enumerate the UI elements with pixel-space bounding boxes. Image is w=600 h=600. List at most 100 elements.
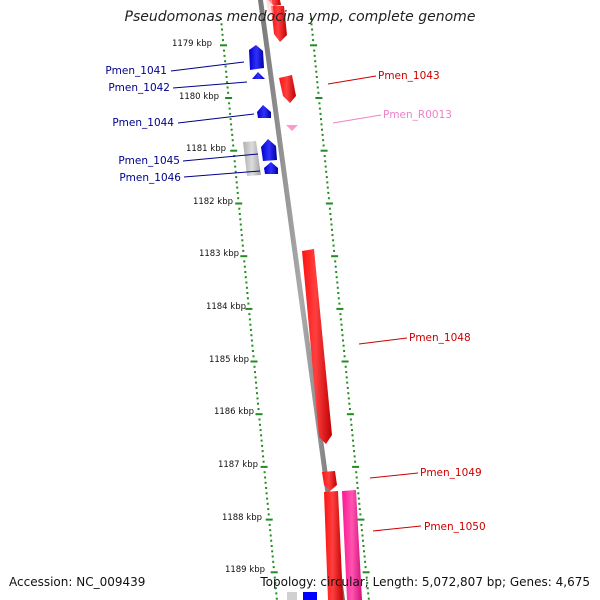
tick-mark-right	[315, 97, 323, 99]
gene-label-pmen-1045[interactable]: Pmen_1045	[118, 155, 180, 167]
tick-mark-left	[243, 260, 246, 263]
tick-mark-left	[251, 344, 254, 347]
tick-mark-right	[352, 444, 355, 447]
tick-mark-left	[224, 60, 227, 63]
gene-label-pmen-1049[interactable]: Pmen_1049	[420, 467, 482, 479]
gene-label-pmen-1048[interactable]: Pmen_1048	[409, 332, 471, 344]
tick-mark-right	[316, 81, 319, 84]
tick-label: 1181 kbp	[186, 144, 226, 154]
tick-mark-right	[338, 302, 341, 305]
gene-label-pmen-1042[interactable]: Pmen_1042	[108, 82, 170, 94]
tick-mark-right	[334, 260, 337, 263]
tick-mark-right	[345, 376, 348, 379]
tick-mark-right	[322, 139, 325, 142]
tick-mark-right	[353, 450, 356, 453]
gene-pmen-1050-b[interactable]	[342, 490, 362, 600]
tick-mark-left	[251, 350, 254, 352]
gene-label-pmen-1043[interactable]: Pmen_1043	[378, 70, 440, 82]
gene-pmen-1045[interactable]	[261, 139, 277, 161]
tick-mark-right	[366, 581, 369, 584]
bottom-grey-gene	[287, 592, 297, 600]
tick-mark-right	[322, 144, 325, 147]
gene-pmen-1045-grey[interactable]	[243, 141, 261, 176]
tick-mark-left	[247, 302, 250, 305]
gene-top-pale[interactable]	[266, 0, 274, 16]
tick-mark-left	[260, 434, 263, 437]
tick-mark-right	[330, 223, 333, 226]
tick-track-right	[310, 18, 370, 600]
gene-pmen-1042[interactable]	[252, 72, 265, 79]
tick-mark-right	[318, 107, 321, 110]
tick-mark-left	[259, 423, 261, 426]
tick-mark-left	[275, 592, 278, 595]
gene-pmen-1046[interactable]	[264, 162, 278, 174]
tick-mark-left	[246, 297, 249, 300]
tick-mark-right	[328, 207, 331, 210]
gene-pmen-1044[interactable]	[257, 105, 271, 118]
gene-pmen-1050-a[interactable]	[324, 491, 343, 600]
tick-mark-left	[234, 165, 237, 168]
tick-mark-right	[337, 297, 340, 300]
gene-pmen-1043[interactable]	[279, 75, 296, 103]
tick-mark-right	[364, 560, 367, 563]
tick-mark-right	[345, 371, 348, 374]
tick-mark-right	[324, 165, 327, 168]
tick-mark-left	[240, 234, 243, 237]
leader-pmen-r0013	[332, 114, 382, 124]
gene-label-pmen-1044[interactable]: Pmen_1044	[112, 117, 174, 129]
tick-mark-right	[341, 334, 344, 337]
tick-mark-right	[327, 191, 330, 194]
gene-pmen-1048[interactable]	[302, 249, 332, 444]
tick-mark-left	[253, 365, 256, 368]
tick-mark-left	[235, 181, 238, 184]
tick-label: 1182 kbp	[193, 197, 233, 207]
tick-mark-right	[346, 413, 354, 416]
tick-mark-right	[318, 102, 321, 105]
tick-mark-left	[225, 97, 233, 99]
tick-mark-left	[269, 529, 272, 532]
tick-mark-right	[331, 234, 334, 237]
tick-mark-left	[274, 581, 277, 584]
forward-genes	[243, 45, 278, 176]
tick-mark-right	[326, 181, 329, 184]
tick-mark-left	[249, 328, 252, 331]
gene-label-pmen-1046[interactable]: Pmen_1046	[119, 172, 181, 184]
gene-label-pmen-r0013[interactable]: Pmen_R0013	[383, 109, 452, 121]
gene-pmen-1049[interactable]	[322, 471, 337, 491]
tick-mark-right	[358, 502, 361, 505]
accession-text: Accession: NC_009439	[9, 575, 146, 589]
leader-pmen-1046	[183, 170, 261, 178]
tick-mark-left	[262, 460, 265, 463]
leader-pmen-1041	[170, 61, 245, 72]
gene-pmen-r0013[interactable]	[286, 125, 298, 131]
tick-mark-left	[241, 239, 244, 242]
tick-mark-right	[367, 592, 370, 595]
tick-mark-left	[236, 186, 239, 189]
tick-mark-right	[324, 160, 327, 163]
gene-top-red-2[interactable]	[271, 6, 287, 42]
tick-mark-left	[248, 313, 251, 316]
tick-mark-left	[224, 65, 227, 68]
gene-pmen-1041[interactable]	[249, 45, 264, 70]
tick-mark-left	[245, 286, 248, 289]
tick-mark-left	[250, 339, 253, 342]
tick-mark-left	[256, 397, 259, 400]
tick-label: 1184 kbp	[206, 302, 246, 312]
tick-mark-right	[353, 455, 356, 458]
tick-label: 1185 kbp	[209, 355, 249, 365]
tick-mark-left	[230, 128, 233, 131]
tick-mark-right	[350, 423, 353, 426]
tick-mark-left	[254, 371, 256, 374]
tick-mark-left	[221, 28, 223, 31]
gene-label-pmen-1050[interactable]: Pmen_1050	[424, 521, 486, 533]
tick-mark-left	[270, 545, 273, 547]
tick-mark-right	[311, 33, 314, 36]
gene-label-pmen-1041[interactable]: Pmen_1041	[105, 65, 167, 77]
tick-mark-left	[246, 292, 249, 294]
tick-mark-left	[255, 386, 258, 389]
tick-mark-right	[312, 39, 315, 42]
tick-mark-left	[267, 513, 270, 516]
tick-label: 1179 kbp	[172, 39, 212, 49]
tick-mark-left	[272, 566, 275, 569]
tick-label: 1189 kbp	[225, 565, 265, 575]
